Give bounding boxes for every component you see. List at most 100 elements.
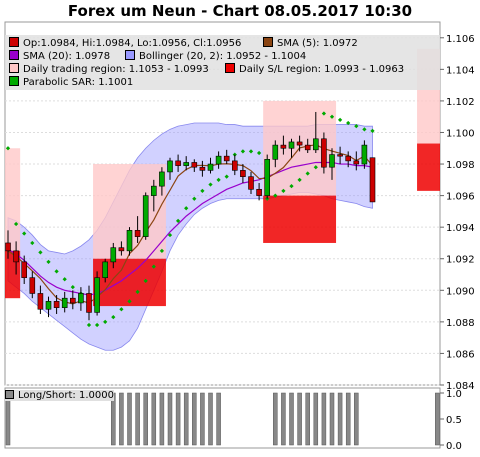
legend-ohlc: Op:1.0984, Hi:1.0984, Lo:1.0956, Cl:1.09… [9,37,241,50]
sl-region-3 [417,143,440,191]
candle-14 [118,241,125,256]
long-short-bar-33 [273,392,278,446]
candle-body [321,138,327,168]
sar-point-17 [143,278,148,283]
legend-swatch-long-short [5,390,14,399]
y-tick-label-4: 1.092 [446,255,475,266]
candle-body [240,170,246,177]
candle-9 [78,287,84,311]
sar-point-3 [30,240,35,246]
sar-point-38 [313,165,318,170]
legend-sar: Parabolic SAR: 1.1001 [9,76,133,89]
candle-body [118,247,125,252]
candle-body [134,230,141,237]
legend-sma20: SMA (20): 1.0978 [9,50,110,63]
y-tick-label-5: 1.094 [446,223,475,234]
y-tick-label-2: 1.088 [446,318,475,329]
long-short-bar-37 [305,392,310,446]
long-short-bar-20 [167,392,173,446]
legend-ohlc-label: Op:1.0984, Hi:1.0984, Lo:1.0956, Cl:1.09… [23,38,242,49]
sar-point-4 [38,250,43,255]
long-short-bar-25 [208,392,213,446]
candle-17 [142,192,149,240]
candle-32 [264,154,271,199]
candle-body [207,163,214,171]
legend-sl-region-label: Daily S/L region: 1.0993 - 1.0963 [239,64,405,75]
candle-19 [159,167,165,196]
candle-body [329,154,335,168]
candle-44 [361,140,368,169]
candle-body [45,301,52,310]
legend-sl-region: Daily S/L region: 1.0993 - 1.0963 [225,63,404,76]
candle-body [142,195,149,237]
candle-37 [304,138,311,153]
candle-6 [53,295,60,314]
candle-11 [94,271,100,316]
candle-body [175,160,181,166]
candle-body [353,160,360,165]
sar-point-1 [13,221,19,227]
candle-20 [167,157,173,180]
legend-swatch-sma5 [263,37,273,47]
candle-39 [321,132,327,174]
candle-16 [134,216,141,243]
candle-body [248,176,254,190]
legend-swatch-sl-region [225,63,235,73]
candle-body [304,144,311,151]
candle-body [5,242,11,252]
candle-body [280,144,287,149]
legend-bollinger-label: Bollinger (20, 2): 1.0952 - 1.1004 [139,51,307,62]
daily-region-0 [5,148,21,251]
candle-body [21,261,28,278]
y-tick-label-3: 1.090 [446,286,475,297]
candle-body [102,261,108,278]
candle-8 [70,290,76,310]
sar-point-26 [216,177,221,182]
long-short-bar-26 [216,392,221,446]
sub-y-tick-label-1: 0.5 [446,415,462,426]
long-short-label: Long/Short: 1.0000 [18,390,114,401]
candle-31 [256,182,262,201]
candle-23 [191,159,198,172]
long-short-bar-41 [337,392,343,446]
candle-body [53,301,60,308]
candle-body [191,162,198,168]
candle-42 [345,151,352,168]
sar-point-18 [151,264,156,269]
candle-body [183,162,189,166]
candle-1 [13,241,19,275]
candle-body [361,144,368,165]
candle-25 [207,157,214,174]
candle-body [110,247,117,263]
candle-40 [329,148,335,180]
sma5-line [7,144,373,305]
long-short-bar-22 [183,392,189,446]
legend-sma20-label: SMA (20): 1.0978 [23,51,111,62]
sma20-line [7,161,373,296]
long-short-bar-19 [159,392,165,446]
long-short-bar-16 [135,392,140,446]
candle-body [272,144,279,160]
long-short-bar-53 [435,392,440,446]
y-tick-label-10: 1.104 [446,65,475,76]
candle-body [13,250,19,263]
candle-26 [215,151,222,169]
sar-point-25 [208,182,213,187]
y-tick-label-11: 1.106 [446,34,475,45]
long-short-bar-34 [281,392,286,446]
candle-body [159,171,165,187]
candle-30 [248,171,254,195]
candle-22 [183,156,189,171]
candle-36 [296,135,303,152]
sar-point-2 [22,231,27,236]
y-tick-label-7: 1.098 [446,160,475,171]
sar-point-24 [200,188,205,193]
candle-43 [353,151,360,171]
legend: Op:1.0984, Hi:1.0984, Lo:1.0956, Cl:1.09… [5,35,440,90]
candle-body [264,159,271,196]
sar-point-34 [281,188,286,193]
candle-body [126,230,133,252]
long-short-bar-18 [151,392,157,446]
sar-point-45 [370,128,375,134]
